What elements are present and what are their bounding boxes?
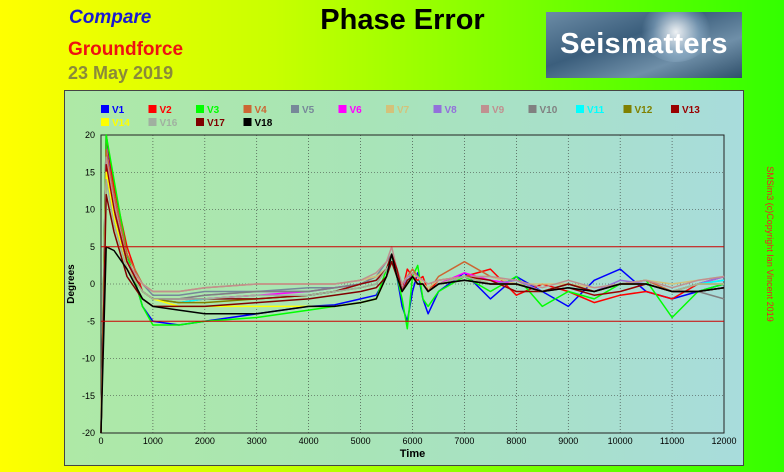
legend-swatch-v11 bbox=[576, 105, 584, 113]
legend-swatch-v6 bbox=[338, 105, 347, 113]
legend-label-v4: V4 bbox=[255, 105, 268, 116]
legend-label-v1: V1 bbox=[112, 105, 125, 116]
legend-swatch-v12 bbox=[623, 105, 632, 113]
legend-swatch-v17 bbox=[196, 118, 204, 126]
x-tick-label: 3000 bbox=[247, 436, 267, 446]
x-tick-label: 2000 bbox=[195, 436, 215, 446]
x-tick-label: 8000 bbox=[506, 436, 526, 446]
legend-label-v6: V6 bbox=[350, 105, 363, 116]
legend-swatch-v8 bbox=[433, 105, 442, 113]
legend-swatch-v13 bbox=[671, 105, 679, 113]
x-tick-label: 6000 bbox=[402, 436, 422, 446]
date-label: 23 May 2019 bbox=[68, 63, 174, 83]
compare-label: Compare bbox=[69, 7, 152, 28]
y-tick-label: -20 bbox=[82, 428, 95, 438]
y-tick-label: -10 bbox=[82, 354, 95, 364]
y-tick-label: 10 bbox=[85, 205, 95, 215]
legend-label-v5: V5 bbox=[302, 105, 315, 116]
legend-swatch-v1 bbox=[101, 105, 109, 113]
legend-label-v8: V8 bbox=[445, 105, 458, 116]
series-line-v3 bbox=[100, 134, 725, 434]
series-line-v17 bbox=[100, 193, 725, 434]
legend-label-v12: V12 bbox=[635, 105, 653, 116]
legend-label-v18: V18 bbox=[255, 118, 273, 129]
x-tick-label: 9000 bbox=[558, 436, 578, 446]
series-line-v18 bbox=[100, 246, 725, 434]
y-axis-label: Degrees bbox=[66, 264, 77, 304]
legend-swatch-v18 bbox=[243, 118, 252, 126]
page-title: Phase Error bbox=[320, 4, 485, 36]
legend-swatch-v3 bbox=[196, 105, 204, 113]
legend-label-v2: V2 bbox=[160, 105, 173, 116]
y-tick-label: -5 bbox=[87, 316, 95, 326]
seismatters-logo: Seismatters bbox=[546, 12, 742, 78]
y-tick-label: 5 bbox=[90, 242, 95, 252]
legend-label-v11: V11 bbox=[587, 105, 605, 116]
y-tick-label: 0 bbox=[90, 279, 95, 289]
legend-label-v7: V7 bbox=[397, 105, 410, 116]
legend-label-v10: V10 bbox=[540, 105, 558, 116]
x-tick-label: 0 bbox=[98, 436, 103, 446]
chart-frame: 0 1000 2000 3000 4000 5000 6000 7000 8000 9000 100… bbox=[64, 90, 744, 466]
x-tick-label: 4000 bbox=[299, 436, 319, 446]
source-label: Groundforce bbox=[68, 39, 184, 60]
legend-swatch-v9 bbox=[481, 105, 489, 113]
legend-label-v13: V13 bbox=[682, 105, 700, 116]
legend-swatch-v5 bbox=[291, 105, 299, 113]
x-tick-label: 7000 bbox=[454, 436, 474, 446]
logo-glow bbox=[641, 12, 711, 62]
legend-label-v17: V17 bbox=[207, 118, 225, 129]
legend-swatch-v16 bbox=[148, 118, 157, 126]
legend-label-v16: V16 bbox=[160, 118, 178, 129]
y-tick-label: 20 bbox=[85, 130, 95, 140]
x-tick-label: 10000 bbox=[608, 436, 633, 446]
x-tick-label: 1000 bbox=[143, 436, 163, 446]
legend-label-v3: V3 bbox=[207, 105, 220, 116]
legend-swatch-v7 bbox=[386, 105, 394, 113]
x-axis-label: Time bbox=[400, 448, 425, 460]
x-tick-label: 11000 bbox=[660, 436, 684, 446]
series-line-v9 bbox=[100, 156, 725, 434]
legend-swatch-v4 bbox=[243, 105, 252, 113]
x-tick-label: 12000 bbox=[711, 436, 736, 446]
legend-label-v14: V14 bbox=[112, 118, 130, 129]
phase-error-chart: 0 1000 2000 3000 4000 5000 6000 7000 8000 9000 100… bbox=[66, 105, 737, 460]
copyright-notice: SMSim3 (c)Copyright Ian Vincent 2019 bbox=[765, 166, 775, 322]
x-tick-label: 5000 bbox=[351, 436, 371, 446]
y-tick-label: 15 bbox=[85, 167, 95, 177]
legend-swatch-v14 bbox=[101, 118, 109, 126]
y-tick-label: -15 bbox=[82, 391, 95, 401]
legend-swatch-v10 bbox=[528, 105, 537, 113]
legend-label-v9: V9 bbox=[492, 105, 505, 116]
legend-swatch-v2 bbox=[148, 105, 157, 113]
logo-text: Seismatters bbox=[560, 28, 728, 60]
